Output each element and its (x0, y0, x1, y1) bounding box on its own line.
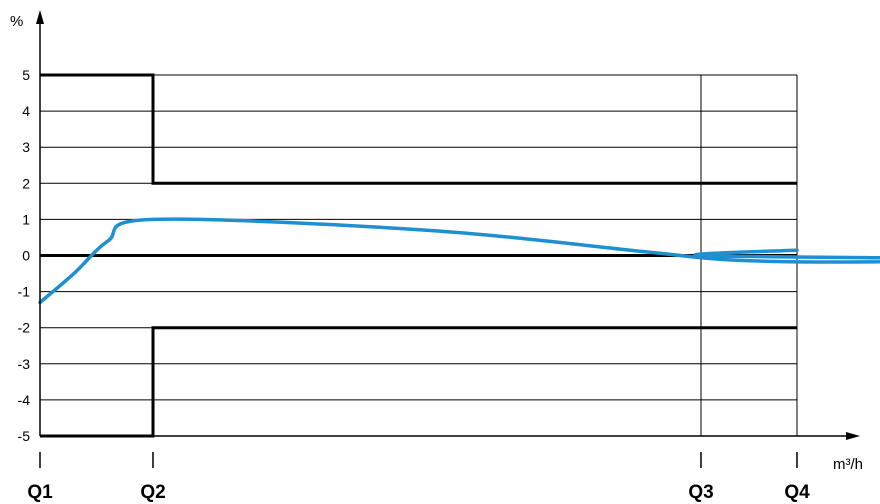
lower-limit-line (40, 326, 797, 438)
y-tick-label: 5 (22, 67, 30, 83)
labels: 5 4 3 2 1 0 -1 -2 -3 -4 -5 Q1 Q2 Q3 Q4% m³/h (10, 13, 863, 503)
y-tick-label: -2 (18, 320, 31, 336)
x-axis-label: m³/h (833, 456, 863, 473)
x-tick-label: Q4 (784, 482, 810, 503)
axes (36, 10, 860, 468)
x-tick-label: Q1 (27, 482, 53, 503)
y-axis-label: % (10, 13, 23, 30)
y-axis-arrow (36, 10, 44, 24)
y-tick-label: -5 (18, 428, 31, 444)
upper-limit-line (40, 73, 797, 185)
y-tick-label: 1 (22, 211, 30, 227)
y-tick-label: -1 (18, 284, 31, 300)
error-curve (38, 217, 880, 305)
y-tick-label: -3 (18, 356, 31, 372)
y-tick-label: -4 (18, 392, 31, 408)
y-tick-label: 2 (22, 175, 30, 191)
error-curve-line (38, 217, 880, 305)
y-tick-label: 3 (22, 139, 30, 155)
y-tick-label: 0 (22, 248, 30, 264)
x-axis-arrow (846, 432, 860, 440)
x-tick-label: Q2 (140, 482, 165, 503)
x-tick-label: Q3 (688, 482, 713, 503)
y-tick-label: 4 (22, 103, 30, 119)
